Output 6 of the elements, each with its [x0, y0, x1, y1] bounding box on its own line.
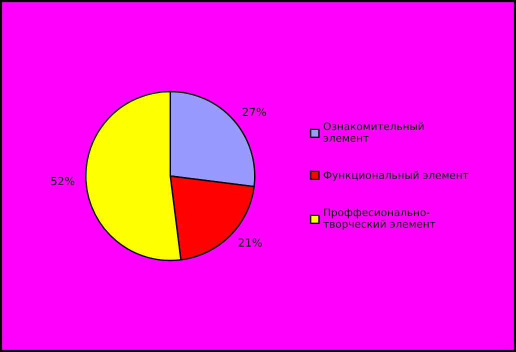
data-label: 27%	[242, 108, 266, 116]
data-label: 52%	[51, 176, 74, 186]
legend-label: Ознакомительный элемент	[324, 122, 424, 142]
legend-label: Проффесионально-творческий элемент	[323, 208, 436, 230]
data-label: 21%	[238, 238, 262, 247]
legend-label: Функциональный элемент	[324, 171, 468, 182]
